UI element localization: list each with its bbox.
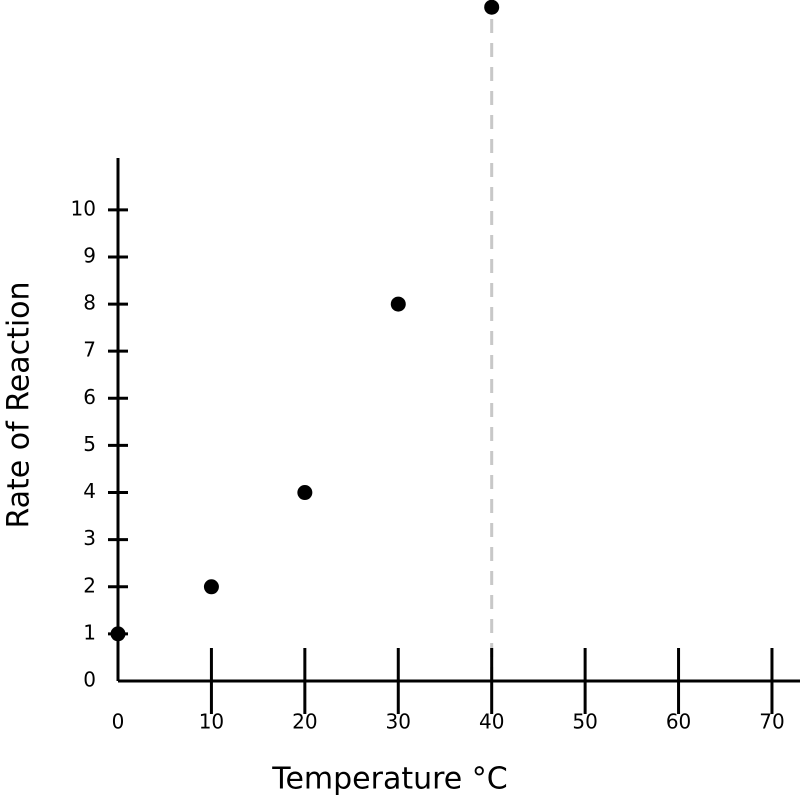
x-tick-label: 60 [666, 710, 691, 734]
point [110, 626, 126, 642]
point [390, 296, 406, 312]
x-tick-label: 0 [112, 710, 125, 734]
y-tick-label: 6 [83, 385, 96, 409]
y-tick-label: 0 [83, 668, 96, 692]
x-tick-label: 40 [479, 710, 504, 734]
point [484, 0, 500, 15]
x-tick-label: 20 [292, 710, 317, 734]
point [297, 485, 313, 501]
x-tick-label: 50 [572, 710, 597, 734]
y-tick-label: 3 [83, 526, 96, 550]
x-tick-label: 30 [386, 710, 411, 734]
y-tick-label: 10 [71, 196, 96, 220]
y-tick-label: 8 [83, 291, 96, 315]
x-axis-title: Temperature °C [271, 762, 508, 797]
y-tick-label: 9 [83, 243, 96, 267]
y-tick-label: 5 [83, 432, 96, 456]
y-tick-label: 2 [83, 573, 96, 597]
y-tick-label: 4 [83, 479, 96, 503]
y-tick-label: 1 [83, 620, 96, 644]
x-tick-label: 70 [759, 710, 784, 734]
x-tick-label: 10 [199, 710, 224, 734]
point [203, 579, 219, 595]
y-tick-label: 7 [83, 338, 96, 362]
y-axis-title: Rate of Reaction [2, 281, 37, 528]
